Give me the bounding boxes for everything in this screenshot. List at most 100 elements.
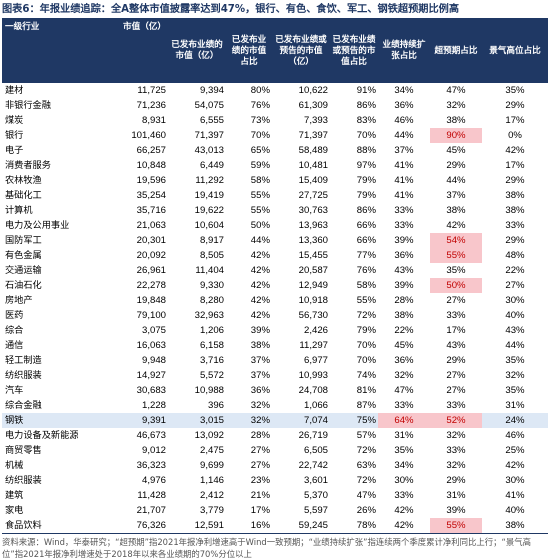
value-cell: 9,948	[141, 355, 166, 366]
value-cell: 33%	[394, 490, 414, 501]
industry-name-cell: 消费者服务	[5, 160, 51, 171]
industry-name-cell: 钢铁	[2, 413, 110, 428]
value-cell: 45%	[394, 340, 414, 351]
value-cell: 14,927	[136, 370, 166, 381]
value-cell: 20,092	[136, 250, 166, 261]
value-cell: 57%	[356, 430, 376, 441]
value-cell: 44%	[394, 130, 414, 141]
value-cell: 32,963	[194, 310, 224, 321]
value-cell: 31%	[446, 490, 466, 501]
value-cell: 66,257	[136, 145, 166, 156]
value-cell: 43,013	[194, 145, 224, 156]
value-cell: 79%	[356, 190, 376, 201]
value-cell: 21%	[250, 490, 270, 501]
value-cell: 3,716	[199, 355, 224, 366]
value-cell: 12,591	[194, 520, 224, 531]
value-cell: 55%	[430, 248, 482, 263]
industry-name-cell: 农林牧渔	[5, 175, 42, 186]
value-cell: 1,206	[199, 325, 224, 336]
header-col-8: 景气高位占比	[482, 19, 548, 83]
value-cell: 5,597	[303, 505, 328, 516]
value-cell: 58,489	[298, 145, 328, 156]
value-cell: 80%	[250, 85, 270, 96]
value-cell: 0%	[508, 130, 522, 141]
value-cell: 22,742	[298, 460, 328, 471]
value-cell: 29%	[505, 175, 525, 186]
value-cell: 35%	[394, 445, 414, 456]
value-cell: 55%	[250, 190, 270, 201]
table-row: 汽车 30,683 10,988 36% 24,708 81% 47% 27% 35%	[2, 383, 548, 398]
value-cell: 86%	[356, 100, 376, 111]
industry-name-cell: 电力及公用事业	[5, 220, 70, 231]
value-cell: 8,280	[199, 295, 224, 306]
value-cell: 79%	[356, 325, 376, 336]
value-cell: 55%	[250, 205, 270, 216]
value-cell: 37%	[446, 190, 466, 201]
value-cell: 101,460	[131, 130, 166, 141]
value-cell: 17%	[505, 160, 525, 171]
value-cell: 87%	[356, 400, 376, 411]
value-cell: 17%	[250, 505, 270, 516]
value-cell: 9,330	[199, 280, 224, 291]
table-bottom-rule	[2, 533, 548, 534]
value-cell: 43%	[505, 325, 525, 336]
industry-name-cell: 通信	[5, 340, 24, 351]
value-cell: 58%	[356, 280, 376, 291]
value-cell: 7,074	[272, 413, 330, 428]
value-cell: 38%	[446, 205, 466, 216]
value-cell: 33%	[446, 400, 466, 411]
value-cell: 1,146	[199, 475, 224, 486]
value-cell: 27,725	[298, 190, 328, 201]
value-cell: 55%	[430, 518, 482, 533]
industry-name-cell: 基础化工	[5, 190, 42, 201]
value-cell: 73%	[250, 115, 270, 126]
value-cell: 28%	[250, 430, 270, 441]
industry-name-cell: 医药	[5, 310, 24, 321]
industry-name-cell: 建材	[5, 85, 24, 96]
value-cell: 15,409	[298, 175, 328, 186]
industry-name-cell: 综合金融	[5, 400, 42, 411]
header-col-5: 已发布业绩或预告的市值占比	[330, 19, 378, 83]
value-cell: 71,236	[136, 100, 166, 111]
table-row: 石油石化 22,278 9,330 42% 12,949 58% 39% 50% 27%	[2, 278, 548, 293]
value-cell: 72%	[356, 310, 376, 321]
value-cell: 71,397	[194, 130, 224, 141]
industry-name-cell: 汽车	[5, 385, 24, 396]
value-cell: 35%	[505, 85, 525, 96]
value-cell: 5,572	[199, 370, 224, 381]
value-cell: 28%	[394, 295, 414, 306]
value-cell: 11,725	[137, 85, 166, 96]
industry-name-cell: 非银行金融	[5, 100, 51, 111]
value-cell: 36%	[394, 100, 414, 111]
industry-name-cell: 房地产	[5, 295, 33, 306]
table-row: 综合金融 1,228 396 32% 1,066 87% 33% 33% 31%	[2, 398, 548, 413]
table-row: 医药 79,100 32,963 42% 56,730 72% 38% 33% 40%	[2, 308, 548, 323]
value-cell: 42%	[505, 460, 525, 471]
value-cell: 7,393	[303, 115, 328, 126]
value-cell: 9,391	[110, 413, 168, 428]
value-cell: 97%	[356, 160, 376, 171]
table-row: 房地产 19,848 8,280 42% 10,918 55% 28% 27% 30%	[2, 293, 548, 308]
value-cell: 36%	[250, 385, 270, 396]
value-cell: 8,917	[199, 235, 224, 246]
value-cell: 70%	[356, 340, 376, 351]
value-cell: 22,278	[136, 280, 166, 291]
table-row: 建材 11,725 9,394 80% 10,622 91% 34% 47% 35%	[2, 83, 548, 98]
value-cell: 3,779	[199, 505, 224, 516]
value-cell: 27%	[446, 385, 466, 396]
value-cell: 27%	[446, 370, 466, 381]
header-col-6: 业绩持续扩张占比	[378, 19, 430, 83]
table-row: 交通运输 26,961 11,404 42% 20,587 76% 43% 35% 22%	[2, 263, 548, 278]
table-row: 通信 16,063 6,158 38% 11,297 70% 45% 43% 44%	[2, 338, 548, 353]
value-cell: 26,961	[136, 265, 166, 276]
industry-name-cell: 机械	[5, 460, 24, 471]
value-cell: 43%	[394, 265, 414, 276]
value-cell: 35%	[446, 265, 466, 276]
value-cell: 52%	[430, 413, 482, 428]
value-cell: 31%	[394, 430, 414, 441]
value-cell: 35,716	[136, 205, 166, 216]
value-cell: 61,309	[298, 100, 328, 111]
value-cell: 31%	[505, 400, 525, 411]
value-cell: 39%	[394, 280, 414, 291]
table-row: 家电 21,707 3,779 17% 5,597 26% 42% 39% 40%	[2, 503, 548, 518]
